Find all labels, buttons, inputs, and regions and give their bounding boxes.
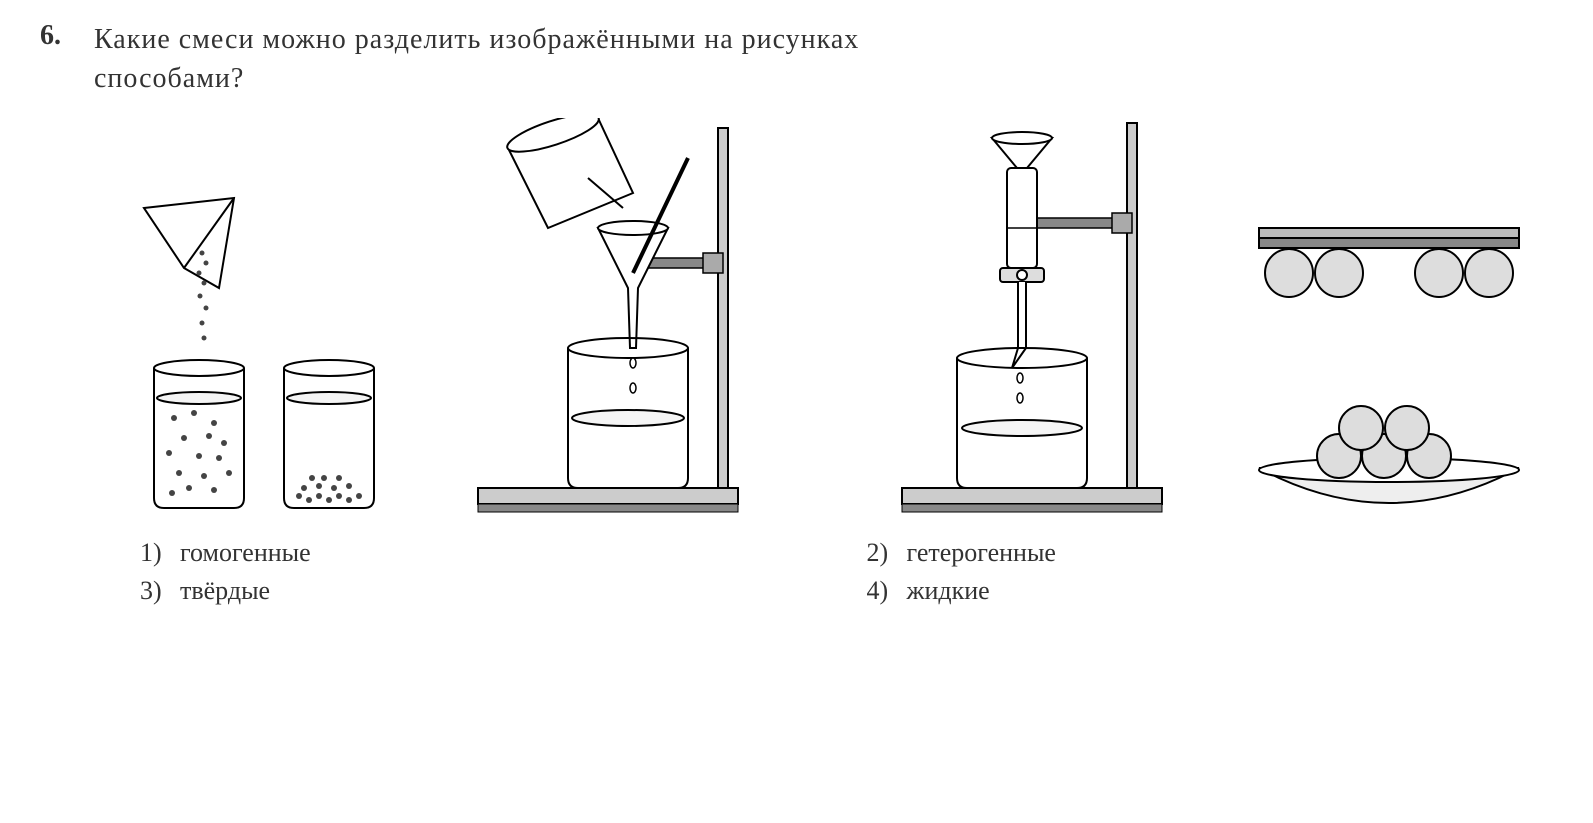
question-text: Какие смеси можно разделить изображённым… [94,20,859,98]
answers-grid: 1) гомогенные 2) гетерогенные 3) твёрдые… [140,538,1553,606]
answer-4-label: жидкие [907,576,990,606]
answer-option-3: 3) твёрдые [140,576,827,606]
filtration-svg [458,118,838,518]
answer-2-label: гетерогенные [907,538,1056,568]
answer-2-num: 2) [867,538,897,568]
diagram-sedimentation [100,178,428,518]
answer-option-2: 2) гетерогенные [867,538,1554,568]
diagram-filtration [458,118,838,518]
answer-3-num: 3) [140,576,170,606]
sedimentation-svg [124,178,404,518]
answer-3-label: твёрдые [180,576,270,606]
sep-funnel-svg [882,118,1182,518]
answer-option-4: 4) жидкие [867,576,1554,606]
sieving-svg [1239,198,1539,518]
answer-option-1: 1) гомогенные [140,538,827,568]
question-number: 6. [40,20,70,52]
answer-4-num: 4) [867,576,897,606]
diagrams-container [100,118,1553,518]
diagram-separating-funnel [868,118,1196,518]
question-line2: способами? [94,63,244,94]
answer-1-label: гомогенные [180,538,311,568]
question-row: 6. Какие смеси можно разделить изображён… [40,20,1553,98]
question-line1: Какие смеси можно разделить изображённым… [94,24,859,55]
diagram-sieving [1225,198,1553,518]
answer-1-num: 1) [140,538,170,568]
